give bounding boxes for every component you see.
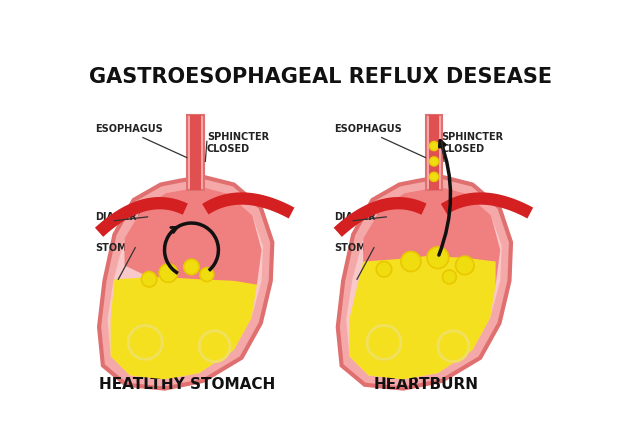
Text: ESOPHAGUS: ESOPHAGUS [95,125,163,135]
Text: ESOPHAGUS: ESOPHAGUS [334,125,402,135]
Polygon shape [429,115,439,190]
Circle shape [159,264,178,283]
Polygon shape [349,256,496,380]
Polygon shape [99,177,272,388]
Circle shape [427,247,449,269]
Text: DIAPHRAGM: DIAPHRAGM [334,212,401,222]
Text: HEATLTHY STOMACH: HEATLTHY STOMACH [100,377,275,392]
Polygon shape [363,187,500,288]
Text: SPHINCTER
CLOSED: SPHINCTER CLOSED [207,132,269,154]
Polygon shape [125,187,262,288]
Polygon shape [190,115,201,190]
Text: HEARTBURN: HEARTBURN [374,377,479,392]
Text: GASTROESOPHAGEAL REFLUX DESEASE: GASTROESOPHAGEAL REFLUX DESEASE [90,67,552,87]
Text: STOMACH: STOMACH [334,243,389,253]
Polygon shape [202,192,294,219]
Circle shape [443,270,456,284]
Text: SPHINCTER
CLOSED: SPHINCTER CLOSED [442,132,504,154]
Polygon shape [111,277,257,380]
Polygon shape [346,187,502,380]
Polygon shape [108,187,263,380]
Polygon shape [95,197,188,237]
Circle shape [429,172,439,181]
Circle shape [200,268,214,282]
Circle shape [184,259,199,274]
Polygon shape [338,177,511,388]
Polygon shape [441,192,533,219]
Polygon shape [187,115,204,190]
Circle shape [429,141,439,151]
Polygon shape [426,115,443,190]
Circle shape [376,261,392,277]
Text: DIAPHRAGM: DIAPHRAGM [95,212,162,222]
Circle shape [456,256,474,274]
Circle shape [141,271,157,287]
Text: STOMACH: STOMACH [95,243,150,253]
Circle shape [429,157,439,166]
Circle shape [401,252,421,271]
Polygon shape [334,197,426,237]
